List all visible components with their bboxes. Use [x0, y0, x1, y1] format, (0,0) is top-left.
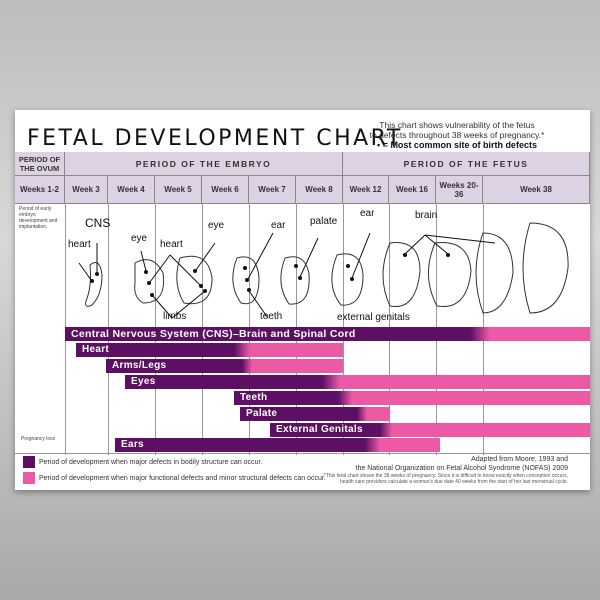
- legend-dot-note: • = Most common site of birth defects: [377, 140, 537, 150]
- fetus-week38: [522, 222, 569, 314]
- bar-palate: Palate: [240, 407, 390, 421]
- week-header: Week 6: [202, 176, 249, 203]
- week-header: Week 3: [65, 176, 108, 203]
- fetus-week16: [427, 242, 472, 308]
- bar-external-genitals: External Genitals: [270, 423, 590, 437]
- fetal-development-chart: FETAL DEVELOPMENT CHART This chart shows…: [15, 110, 590, 490]
- source-line: Adapted from Moore, 1993 and: [471, 456, 568, 463]
- week-header: Week 12: [343, 176, 389, 203]
- subtitle-line: This chart shows vulnerability of the fe…: [379, 120, 535, 130]
- source-credit: Adapted from Moore, 1993 and the Nationa…: [318, 455, 568, 485]
- source-line: the National Organization on Fetal Alcoh…: [355, 465, 568, 472]
- week-header: Week 8: [296, 176, 343, 203]
- week-header: Week 38: [483, 176, 590, 203]
- period-ovum-header: PERIOD OF THE OVUM: [15, 152, 65, 175]
- legend-swatch-minor: [23, 472, 35, 484]
- week-header: Week 4: [108, 176, 155, 203]
- label-brain: brain: [415, 210, 438, 221]
- bar-teeth: Teeth: [234, 391, 590, 405]
- label-palate: palate: [310, 216, 338, 227]
- embryo-week4: [134, 259, 165, 304]
- label-external-genitals: external genitals: [337, 312, 410, 323]
- period-embryo-header: PERIOD OF THE EMBRYO: [65, 152, 343, 175]
- embryo-illustrations: [78, 222, 569, 319]
- label-ear: ear: [271, 220, 286, 231]
- week-header: Week 7: [249, 176, 296, 203]
- week-header: Week 5: [155, 176, 202, 203]
- label-limbs: limbs: [163, 311, 187, 322]
- label-heart: heart: [68, 239, 91, 250]
- chart-title: FETAL DEVELOPMENT CHART: [27, 126, 403, 151]
- embryo-week7: [280, 256, 310, 305]
- fetus-week12: [382, 242, 421, 308]
- bar-arms-legs: Arms/Legs: [106, 359, 343, 373]
- bar-eyes: Eyes: [125, 375, 590, 389]
- week-header: Weeks 1-2: [15, 176, 65, 203]
- label-heart: heart: [160, 239, 183, 250]
- label-eye: eye: [131, 233, 148, 244]
- subtitle-line: to defects throughout 38 weeks of pregna…: [369, 130, 545, 140]
- bar-cns: Central Nervous System (CNS)–Brain and S…: [65, 327, 590, 341]
- label-cns: CNS: [85, 216, 111, 230]
- fetus-week20-36: [475, 232, 514, 314]
- legend-swatch-major: [23, 456, 35, 468]
- legend-major: Period of development when major defects…: [39, 459, 263, 466]
- embryo-week8: [331, 253, 364, 306]
- legend-minor: Period of development when major functio…: [39, 475, 326, 482]
- period-fetus-header: PERIOD OF THE FETUS: [343, 152, 590, 175]
- bar-heart: Heart: [76, 343, 343, 357]
- footnote: *This fetal chart shows the 38 weeks of …: [323, 473, 568, 485]
- pregnancy-loss-label: Pregnancy loss: [21, 436, 56, 442]
- label-eye: eye: [208, 220, 225, 231]
- chart-subtitle: This chart shows vulnerability of the fe…: [342, 120, 572, 150]
- embryo-week5: [176, 255, 213, 305]
- label-teeth: teeth: [260, 311, 283, 322]
- week-header: Weeks 20-36: [436, 176, 483, 203]
- bar-ears: Ears: [115, 438, 440, 452]
- label-ear: ear: [360, 208, 375, 219]
- week-header: Week 16: [389, 176, 436, 203]
- embryo-week3: [85, 262, 103, 307]
- early-development-note: Period of early embryo development and i…: [19, 206, 58, 230]
